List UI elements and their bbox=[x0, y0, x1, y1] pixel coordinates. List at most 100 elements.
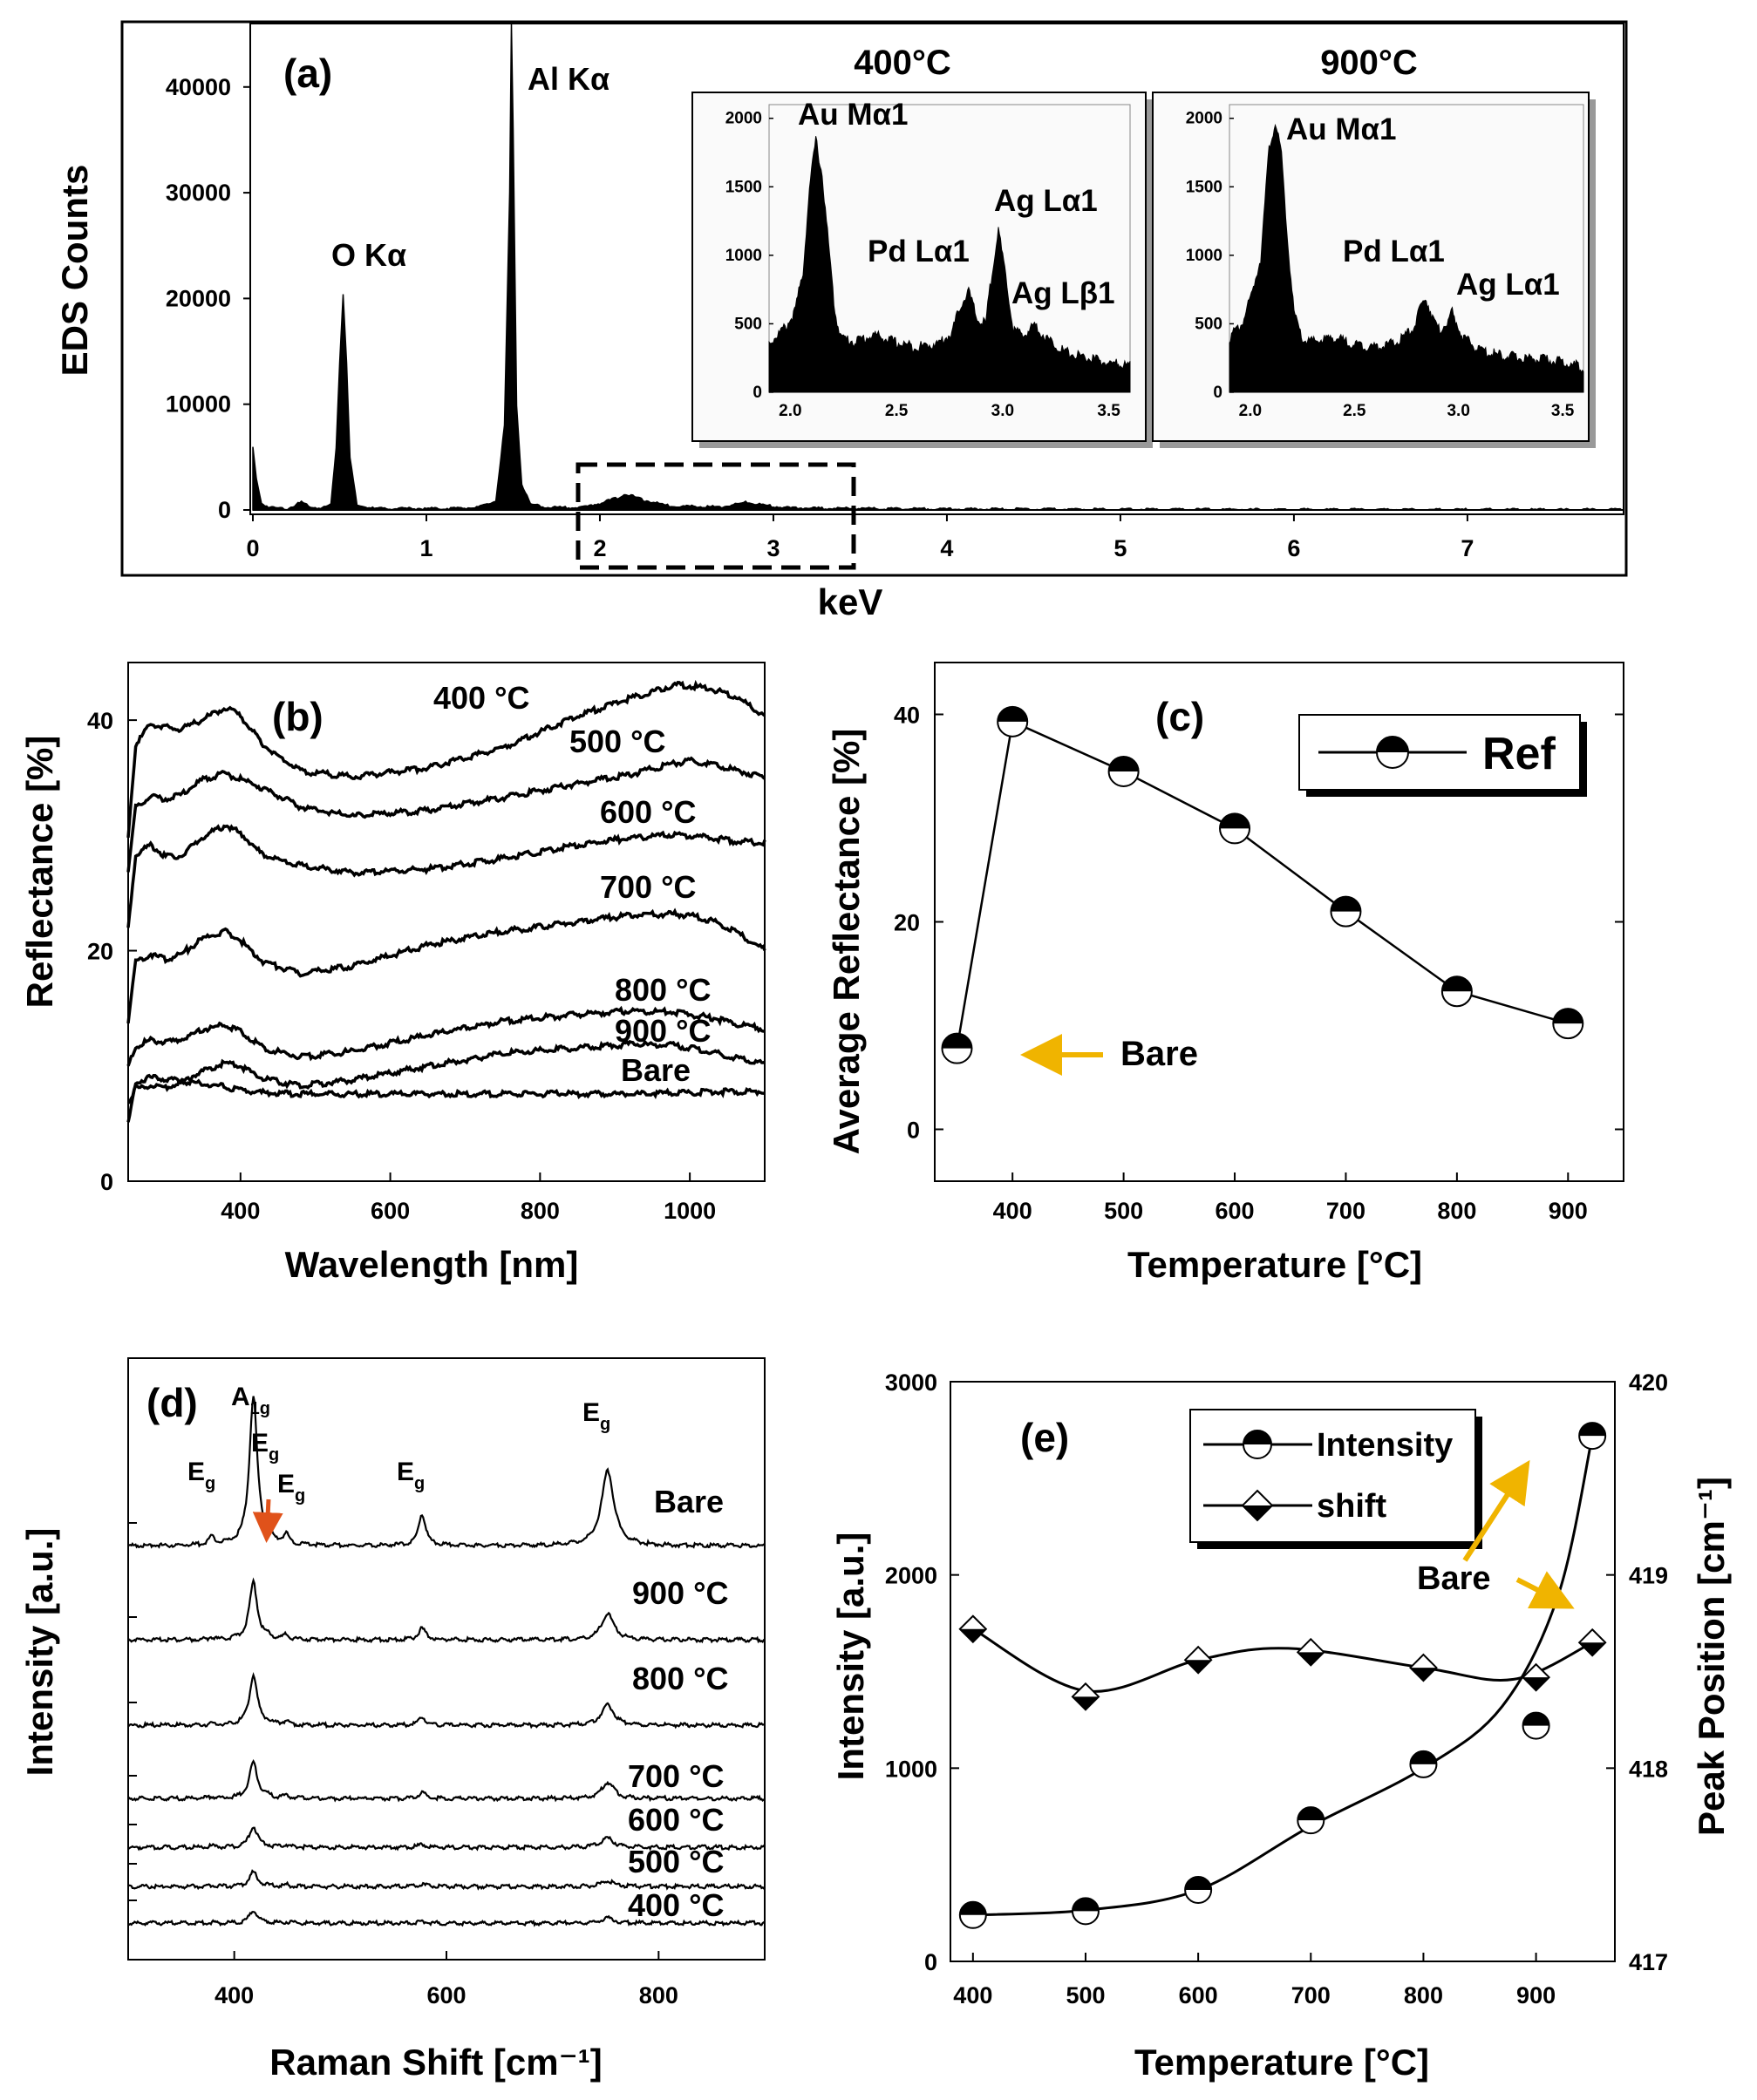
d-xtick-label: 800 bbox=[639, 1982, 678, 2008]
b-ytick-label: 0 bbox=[100, 1169, 113, 1195]
reflectance-curve-4 bbox=[126, 1005, 766, 1067]
inset-900-xtick-label: 3.0 bbox=[1447, 402, 1469, 420]
peak-label-o-ka: O Kα bbox=[331, 237, 406, 273]
d-xtick-label: 600 bbox=[426, 1982, 466, 2008]
panel-c-ylabel: Average Reflectance [%] bbox=[826, 729, 867, 1155]
inset-900-ytick-label: 2000 bbox=[1186, 110, 1222, 128]
e-ytick-label: 0 bbox=[924, 1949, 937, 1975]
panel-a-xlabel: keV bbox=[818, 581, 883, 622]
panel-e-legend: Intensity shift bbox=[1189, 1409, 1482, 1549]
raman-peak-label-0: A1g bbox=[231, 1383, 270, 1418]
inset-400-peak-ag-la: Ag Lα1 bbox=[994, 184, 1098, 218]
inset-400-xtick-label: 2.5 bbox=[885, 402, 909, 420]
shift-point-1 bbox=[1071, 1682, 1100, 1711]
e-y2tick-label: 417 bbox=[1629, 1949, 1668, 1975]
reflectance-curve-1 bbox=[126, 756, 766, 873]
ref-point-5-top bbox=[1441, 976, 1472, 992]
c-xtick-label: 400 bbox=[993, 1198, 1032, 1224]
panel-b-label: (b) bbox=[272, 694, 323, 739]
e-ytick-label: 1000 bbox=[885, 1756, 937, 1782]
eds-xtick-label: 3 bbox=[766, 535, 780, 561]
raman-peak-label-sub: g bbox=[600, 1415, 610, 1434]
c-xtick-label: 800 bbox=[1437, 1198, 1476, 1224]
raman-peak-label-sub: 1g bbox=[250, 1399, 270, 1418]
shift-fit-curve bbox=[972, 1628, 1593, 1693]
reflectance-curve-6 bbox=[126, 1073, 766, 1123]
raman-peak-label-5: Eg bbox=[582, 1398, 610, 1434]
inset-400-xtick-label: 3.0 bbox=[991, 402, 1014, 420]
inset-400-plot: 2.0 2.5 3.0 3.5 0 500 1000 1500 2000 bbox=[725, 104, 1131, 420]
e-ytick-label: 3000 bbox=[885, 1369, 937, 1396]
inset-900-ytick-label: 0 bbox=[1213, 384, 1222, 402]
shift-point-1-bottom bbox=[1072, 1696, 1099, 1710]
shift-point-4 bbox=[1409, 1653, 1438, 1682]
ref-point-0 bbox=[941, 1032, 973, 1064]
panel-b: 400 600 800 1000 0 20 40 (b) Reflectance [%] W… bbox=[19, 662, 766, 1285]
zoom-region-box bbox=[575, 462, 856, 570]
c-ytick-label: 20 bbox=[894, 910, 920, 936]
e-xtick-label: 700 bbox=[1291, 1982, 1331, 2008]
shift-point-2-bottom bbox=[1185, 1660, 1212, 1674]
legend-e-box bbox=[1189, 1409, 1476, 1543]
b-ytick-label: 40 bbox=[87, 708, 113, 734]
ref-point-4 bbox=[1330, 895, 1362, 928]
shift-point-3-bottom bbox=[1297, 1652, 1325, 1666]
intensity-point-4 bbox=[1409, 1750, 1438, 1778]
eds-ytick-label: 0 bbox=[218, 497, 231, 523]
eds-ytick-label: 10000 bbox=[166, 391, 231, 418]
legend-e-marker-shift bbox=[1241, 1489, 1274, 1522]
panel-d-xlabel: Raman Shift [cm⁻¹] bbox=[269, 2042, 603, 2083]
panel-e-y2label: Peak Position [cm⁻¹] bbox=[1691, 1477, 1732, 1836]
intensity-point-1 bbox=[1071, 1897, 1100, 1926]
raman-peak-label-2: Eg bbox=[251, 1429, 279, 1465]
ref-point-4-top bbox=[1331, 896, 1361, 912]
raman-peak-label-4: Eg bbox=[397, 1458, 425, 1493]
series-label-bare-d: Bare bbox=[654, 1484, 724, 1519]
inset-900-ytick-label: 1500 bbox=[1186, 178, 1222, 196]
panel-d: 400 600 800 A1g Eg Eg Eg Eg Eg (d) Intensity [a.… bbox=[19, 1357, 766, 2083]
ref-point-2 bbox=[1107, 755, 1140, 787]
legend-e-label-shift: shift bbox=[1317, 1488, 1387, 1525]
b-xtick-label: 1000 bbox=[664, 1198, 716, 1224]
inset-400-ytick-label: 0 bbox=[753, 384, 762, 402]
inset-900-xtick-label: 2.0 bbox=[1239, 402, 1262, 420]
bare-label-c: Bare bbox=[1120, 1035, 1198, 1073]
inset-900-xtick-label: 2.5 bbox=[1343, 402, 1366, 420]
inset-900-title: 900°C bbox=[1320, 44, 1418, 82]
intensity-point-4-top bbox=[1410, 1750, 1437, 1764]
series-label-900-d: 900 °C bbox=[632, 1575, 728, 1611]
eds-ytick-label: 20000 bbox=[166, 285, 231, 311]
bare-arrow-e-2 bbox=[1515, 1571, 1575, 1609]
panel-a-frame bbox=[120, 20, 1628, 577]
series-label-500-d: 500 °C bbox=[628, 1844, 724, 1879]
raman-spectrum-4 bbox=[127, 1826, 766, 1852]
ref-point-6 bbox=[1552, 1008, 1584, 1040]
inset-400-ytick-label: 500 bbox=[734, 315, 762, 333]
inset-900-ytick-label: 1000 bbox=[1186, 247, 1222, 265]
inset-400-peak-ag-lb: Ag Lβ1 bbox=[1011, 276, 1115, 310]
raman-spectrum-5 bbox=[127, 1869, 766, 1891]
inset-400-peak-pd: Pd Lα1 bbox=[868, 234, 970, 268]
panel-b-plot-area bbox=[127, 662, 766, 1182]
inset-400-xtick-label: 3.5 bbox=[1097, 402, 1120, 420]
shift-point-6-bottom bbox=[1579, 1642, 1606, 1656]
e-xtick-label: 400 bbox=[953, 1982, 992, 2008]
ref-point-3 bbox=[1219, 812, 1251, 845]
curve-label-500: 500 °C bbox=[569, 724, 665, 759]
inset-900-xtick-label: 3.5 bbox=[1551, 402, 1575, 420]
inset-400: 400°C 2.0 2.5 3.0 3.5 0 500 1000 1500 2000 Au Mα… bbox=[691, 44, 1153, 448]
inset-400-spectrum-area bbox=[768, 136, 1131, 393]
shift-point-5 bbox=[1522, 1662, 1551, 1692]
legend-e-label-intensity: Intensity bbox=[1317, 1427, 1453, 1464]
raman-spectrum-6 bbox=[127, 1911, 766, 1927]
panel-a-ylabel: EDS Counts bbox=[54, 165, 95, 377]
intensity-point-2-top bbox=[1185, 1876, 1212, 1890]
c-xtick-label: 600 bbox=[1216, 1198, 1255, 1224]
inset-400-title: 400°C bbox=[854, 44, 951, 82]
e-xtick-label: 900 bbox=[1516, 1982, 1556, 2008]
ref-point-3-top bbox=[1220, 813, 1250, 829]
eds-xtick-label: 5 bbox=[1113, 535, 1127, 561]
c-ytick-label: 0 bbox=[907, 1118, 920, 1144]
raman-peak-label-sub: g bbox=[414, 1474, 425, 1493]
